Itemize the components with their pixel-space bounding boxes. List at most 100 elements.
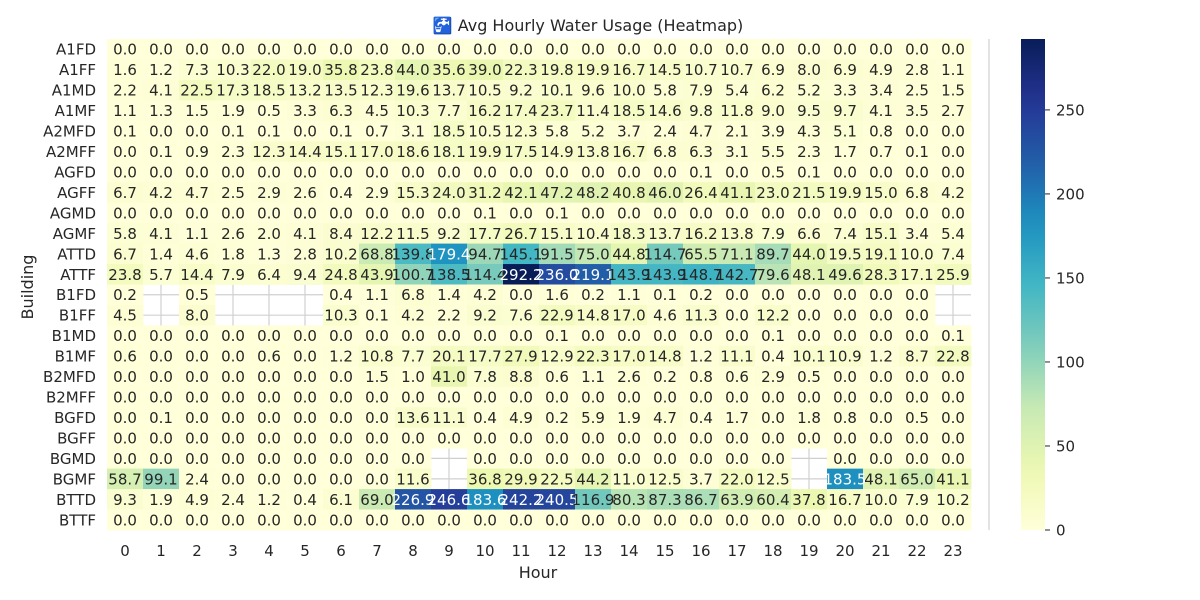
heatmap-cell bbox=[899, 325, 936, 347]
heatmap-cell bbox=[863, 345, 900, 367]
heatmap-cell bbox=[539, 325, 576, 347]
cell-value-label: 0.0 bbox=[221, 348, 245, 366]
cell-value-label: 79.6 bbox=[756, 266, 789, 284]
cell-value-label: 0.0 bbox=[509, 327, 533, 345]
heatmap-cell bbox=[503, 100, 540, 122]
heatmap-cell bbox=[395, 489, 432, 510]
x-tick-label: 9 bbox=[444, 542, 454, 560]
heatmap-cell bbox=[431, 141, 468, 163]
heatmap-cell bbox=[323, 223, 360, 244]
heatmap-cell bbox=[179, 264, 216, 285]
heatmap-cell bbox=[539, 202, 576, 224]
heatmap-cell bbox=[251, 427, 288, 449]
heatmap-cell bbox=[863, 284, 900, 306]
cell-value-label: 0.0 bbox=[257, 450, 281, 468]
heatmap-cell bbox=[107, 182, 144, 204]
heatmap-cell bbox=[215, 509, 252, 531]
heatmap-cell bbox=[683, 141, 720, 163]
heatmap-cell bbox=[647, 489, 684, 510]
heatmap-cell bbox=[215, 161, 252, 183]
heatmap-cell bbox=[395, 468, 432, 490]
heatmap-cell bbox=[215, 100, 252, 122]
heatmap-cell bbox=[215, 243, 252, 265]
cell-value-label: 4.1 bbox=[149, 82, 173, 100]
cell-value-label: 142.7 bbox=[716, 266, 759, 284]
cell-value-label: 0.0 bbox=[365, 429, 389, 447]
heatmap-cell bbox=[863, 468, 900, 490]
heatmap-cell bbox=[107, 407, 144, 429]
cell-value-label: 4.6 bbox=[653, 307, 677, 325]
heatmap-cell bbox=[323, 141, 360, 163]
cell-value-label: 0.0 bbox=[401, 327, 425, 345]
heatmap-cell bbox=[719, 223, 756, 244]
heatmap-cell bbox=[179, 468, 216, 490]
y-tick-label: BTTD bbox=[56, 491, 96, 509]
cell-value-label: 13.6 bbox=[396, 409, 429, 427]
heatmap-cell bbox=[899, 386, 936, 408]
heatmap-cell bbox=[755, 325, 792, 347]
cell-value-label: 14.8 bbox=[576, 307, 609, 325]
cell-value-label: 17.7 bbox=[468, 225, 501, 243]
cell-value-label: 0.0 bbox=[653, 450, 677, 468]
heatmap-cell bbox=[503, 223, 540, 244]
cell-value-label: 0.6 bbox=[113, 348, 137, 366]
cell-value-label: 7.3 bbox=[185, 61, 209, 79]
heatmap-cell bbox=[179, 366, 216, 388]
cell-value-label: 0.0 bbox=[617, 327, 641, 345]
cell-value-label: 2.9 bbox=[365, 184, 389, 202]
heatmap-cell bbox=[179, 59, 216, 81]
heatmap-cell bbox=[503, 366, 540, 388]
cell-value-label: 0.0 bbox=[113, 450, 137, 468]
heatmap-cell bbox=[143, 407, 180, 429]
cell-value-label: 0.0 bbox=[257, 511, 281, 529]
heatmap-cell bbox=[899, 223, 936, 244]
heatmap-cell bbox=[215, 59, 252, 81]
y-tick-label: B1MF bbox=[55, 348, 96, 366]
cell-value-label: 0.0 bbox=[833, 368, 857, 386]
cell-value-label: 5.4 bbox=[941, 225, 965, 243]
heatmap-cell bbox=[647, 448, 684, 470]
cell-value-label: 0.0 bbox=[905, 450, 929, 468]
heatmap-cell bbox=[647, 202, 684, 224]
heatmap-cell bbox=[143, 79, 180, 101]
cell-value-label: 0.0 bbox=[725, 389, 749, 407]
cell-value-label: 0.0 bbox=[797, 327, 821, 345]
cell-value-label: 19.5 bbox=[828, 245, 861, 263]
cell-value-label: 1.9 bbox=[617, 409, 641, 427]
cell-value-label: 0.0 bbox=[329, 409, 353, 427]
heatmap-cell bbox=[287, 202, 324, 224]
heatmap-cell bbox=[683, 59, 720, 81]
heatmap-cell bbox=[107, 202, 144, 224]
heatmap-cell bbox=[935, 366, 972, 388]
heatmap-cell bbox=[647, 141, 684, 163]
cell-value-label: 2.4 bbox=[185, 470, 209, 488]
heatmap-cell bbox=[899, 366, 936, 388]
heatmap-cell bbox=[359, 79, 396, 101]
heatmap-cell bbox=[647, 407, 684, 429]
cell-value-label: 26.4 bbox=[684, 184, 717, 202]
cell-value-label: 0.0 bbox=[149, 204, 173, 222]
cell-value-label: 0.0 bbox=[221, 429, 245, 447]
cell-value-label: 89.7 bbox=[756, 245, 789, 263]
heatmap-cell bbox=[575, 120, 612, 142]
cell-value-label: 0.6 bbox=[725, 368, 749, 386]
heatmap-cell bbox=[467, 120, 504, 142]
heatmap-cell bbox=[395, 141, 432, 163]
heatmap-cell bbox=[683, 202, 720, 224]
heatmap-cell bbox=[647, 325, 684, 347]
cell-value-label: 219.1 bbox=[572, 266, 615, 284]
heatmap-cell bbox=[575, 161, 612, 183]
cell-value-label: 0.0 bbox=[329, 511, 353, 529]
cell-value-label: 8.0 bbox=[797, 61, 821, 79]
heatmap-cell bbox=[863, 386, 900, 408]
cell-value-label: 0.0 bbox=[581, 450, 605, 468]
cell-value-label: 114.7 bbox=[644, 245, 687, 263]
cell-value-label: 5.4 bbox=[725, 82, 749, 100]
cell-value-label: 0.0 bbox=[437, 429, 461, 447]
heatmap-cell bbox=[323, 120, 360, 142]
cell-value-label: 10.0 bbox=[864, 491, 897, 509]
heatmap-cell bbox=[863, 59, 900, 81]
heatmap-cell bbox=[287, 345, 324, 367]
cell-value-label: 22.5 bbox=[540, 470, 573, 488]
heatmap-cell bbox=[539, 161, 576, 183]
